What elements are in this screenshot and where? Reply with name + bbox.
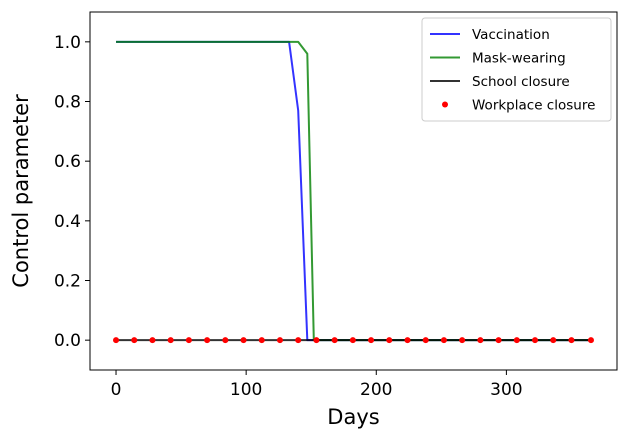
data-point-workplace-closure: [113, 337, 120, 344]
series-layer: [113, 40, 594, 344]
y-tick-label: 0.2: [54, 272, 81, 292]
data-point-workplace-closure: [550, 337, 557, 344]
data-point-workplace-closure: [422, 337, 429, 344]
x-tick-label: 0: [111, 380, 122, 400]
data-point-workplace-closure: [131, 337, 138, 344]
y-axis-label: Control parameter: [9, 94, 33, 288]
data-point-workplace-closure: [386, 337, 393, 344]
data-point-workplace-closure: [404, 337, 411, 344]
data-point-workplace-closure: [532, 337, 539, 344]
legend: Vaccination Mask-wearing School closure Wor…: [421, 17, 612, 122]
data-point-workplace-closure: [587, 337, 594, 344]
x-axis-label: Days: [327, 405, 379, 429]
y-tick-label: 0.6: [54, 152, 81, 172]
data-point-workplace-closure: [276, 337, 283, 344]
data-point-workplace-closure: [167, 337, 174, 344]
y-tick-label: 0.8: [54, 93, 81, 113]
legend-swatch-workplace-closure: [442, 101, 448, 108]
data-point-workplace-closure: [513, 337, 520, 344]
x-tick-label: 200: [360, 380, 392, 400]
y-tick-label: 0.4: [54, 212, 81, 232]
data-point-workplace-closure: [331, 337, 338, 344]
data-point-workplace-closure: [258, 337, 265, 344]
data-point-workplace-closure: [459, 337, 466, 344]
legend-label-workplace-closure: Workplace closure: [472, 98, 595, 114]
data-point-workplace-closure: [349, 337, 356, 344]
data-point-workplace-closure: [204, 337, 211, 344]
data-point-workplace-closure: [495, 337, 502, 344]
data-point-workplace-closure: [149, 337, 156, 344]
y-tick-label: 1.0: [54, 33, 81, 53]
legend-label-school-closure: School closure: [472, 74, 570, 90]
y-tick-label: 0.0: [54, 331, 81, 351]
ticks-layer: 0 100 200 300 0.0 0.2 0.4 0.6 0.8 1.0: [54, 33, 523, 400]
data-point-workplace-closure: [568, 337, 575, 344]
data-point-workplace-closure: [440, 337, 447, 344]
data-point-workplace-closure: [295, 337, 302, 344]
legend-box: [421, 17, 612, 122]
data-point-workplace-closure: [222, 337, 229, 344]
data-point-workplace-closure: [368, 337, 375, 344]
data-point-workplace-closure: [313, 337, 320, 344]
x-tick-label: 300: [490, 380, 522, 400]
x-tick-label: 100: [230, 380, 262, 400]
legend-label-vaccination: Vaccination: [472, 27, 550, 43]
plot-frame: [89, 11, 618, 371]
legend-label-mask-wearing: Mask-wearing: [472, 51, 566, 67]
data-point-workplace-closure: [240, 337, 247, 344]
data-point-workplace-closure: [185, 337, 192, 344]
data-point-workplace-closure: [477, 337, 484, 344]
